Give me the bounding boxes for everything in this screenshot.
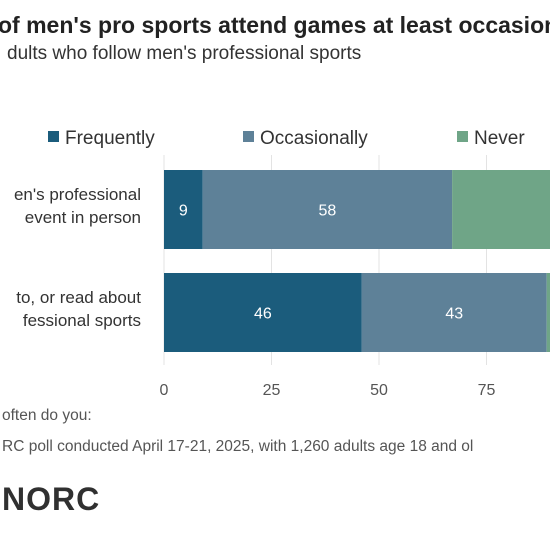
data-label: 9 bbox=[179, 203, 188, 220]
bar-segment bbox=[546, 273, 550, 352]
legend-label: Never bbox=[474, 128, 525, 149]
x-tick-label: 25 bbox=[263, 382, 281, 399]
category-label: en's professional bbox=[14, 185, 141, 204]
chart-title: of men's pro sports attend games at leas… bbox=[0, 12, 550, 38]
legend-label: Frequently bbox=[65, 128, 155, 149]
legend-label: Occasionally bbox=[260, 128, 368, 149]
legend-swatch bbox=[457, 131, 468, 142]
x-tick-label: 50 bbox=[370, 382, 388, 399]
bar-segment bbox=[361, 273, 547, 352]
category-label: fessional sports bbox=[23, 311, 141, 330]
norc-logo: NORC bbox=[2, 481, 101, 517]
question-note: often do you: bbox=[2, 407, 92, 424]
category-label: to, or read about bbox=[16, 288, 141, 307]
source-note: RC poll conducted April 17-21, 2025, wit… bbox=[2, 438, 474, 455]
bar-segment bbox=[452, 170, 550, 249]
x-tick-label: 75 bbox=[478, 382, 496, 399]
data-label: 43 bbox=[445, 306, 463, 323]
category-label: event in person bbox=[25, 208, 141, 227]
legend-swatch bbox=[243, 131, 254, 142]
data-label: 58 bbox=[319, 203, 337, 220]
stacked-bar-chart: 0 25 50 75 Frequently Occasionally Never en's p… bbox=[14, 128, 550, 399]
legend-swatch bbox=[48, 131, 59, 142]
bar-segment bbox=[164, 170, 203, 249]
bar-segment bbox=[202, 170, 453, 249]
data-label: 46 bbox=[254, 306, 272, 323]
chart-subtitle: dults who follow men's professional spor… bbox=[7, 43, 362, 64]
x-tick-label: 0 bbox=[160, 382, 169, 399]
bar-segment bbox=[164, 273, 362, 352]
